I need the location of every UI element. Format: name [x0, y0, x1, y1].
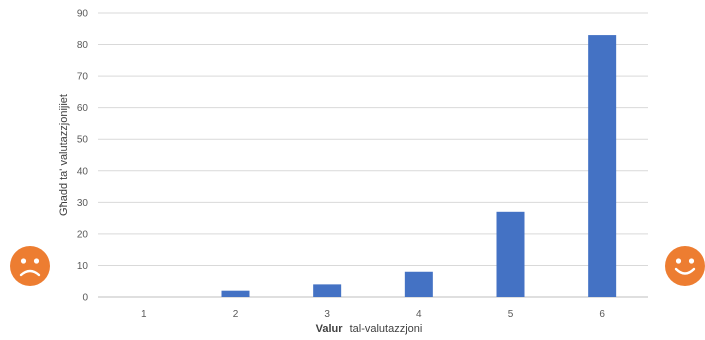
- bar-6: [588, 35, 617, 297]
- x-tick-label: 4: [416, 309, 422, 320]
- y-tick-label: 30: [77, 198, 89, 209]
- y-axis-ticks: 0 10 20 30 40 50 60 70 80 90: [77, 9, 89, 304]
- x-tick-label: 3: [324, 309, 330, 320]
- y-axis-title: Għadd ta' valutazzjonijiet: [58, 94, 70, 216]
- x-axis-ticks: 1 2 3 4 5 6: [141, 309, 605, 320]
- x-tick-label: 5: [508, 309, 514, 320]
- sad-face-icon: [10, 246, 50, 286]
- y-tick-label: 20: [77, 229, 89, 240]
- y-tick-label: 70: [77, 72, 89, 83]
- bars: [221, 35, 617, 297]
- y-tick-label: 0: [82, 293, 88, 304]
- y-tick-label: 90: [77, 9, 89, 20]
- bar-5: [496, 211, 525, 297]
- y-tick-label: 50: [77, 135, 89, 146]
- x-axis-title-bold: Valur: [316, 323, 344, 335]
- bar-3: [313, 284, 342, 297]
- gridlines: [98, 12, 648, 298]
- bar-2: [221, 290, 250, 297]
- y-tick-label: 10: [77, 261, 89, 272]
- x-tick-label: 6: [599, 309, 605, 320]
- x-axis-title-rest: tal-valutazzjoni: [350, 323, 423, 335]
- x-tick-label: 2: [233, 309, 239, 320]
- y-tick-label: 60: [77, 103, 89, 114]
- x-axis-title: Valur tal-valutazzjoni: [316, 323, 423, 335]
- x-tick-label: 1: [141, 309, 147, 320]
- y-tick-label: 80: [77, 40, 89, 51]
- happy-face-icon: [665, 246, 705, 286]
- y-tick-label: 40: [77, 166, 89, 177]
- bar-4: [404, 271, 433, 297]
